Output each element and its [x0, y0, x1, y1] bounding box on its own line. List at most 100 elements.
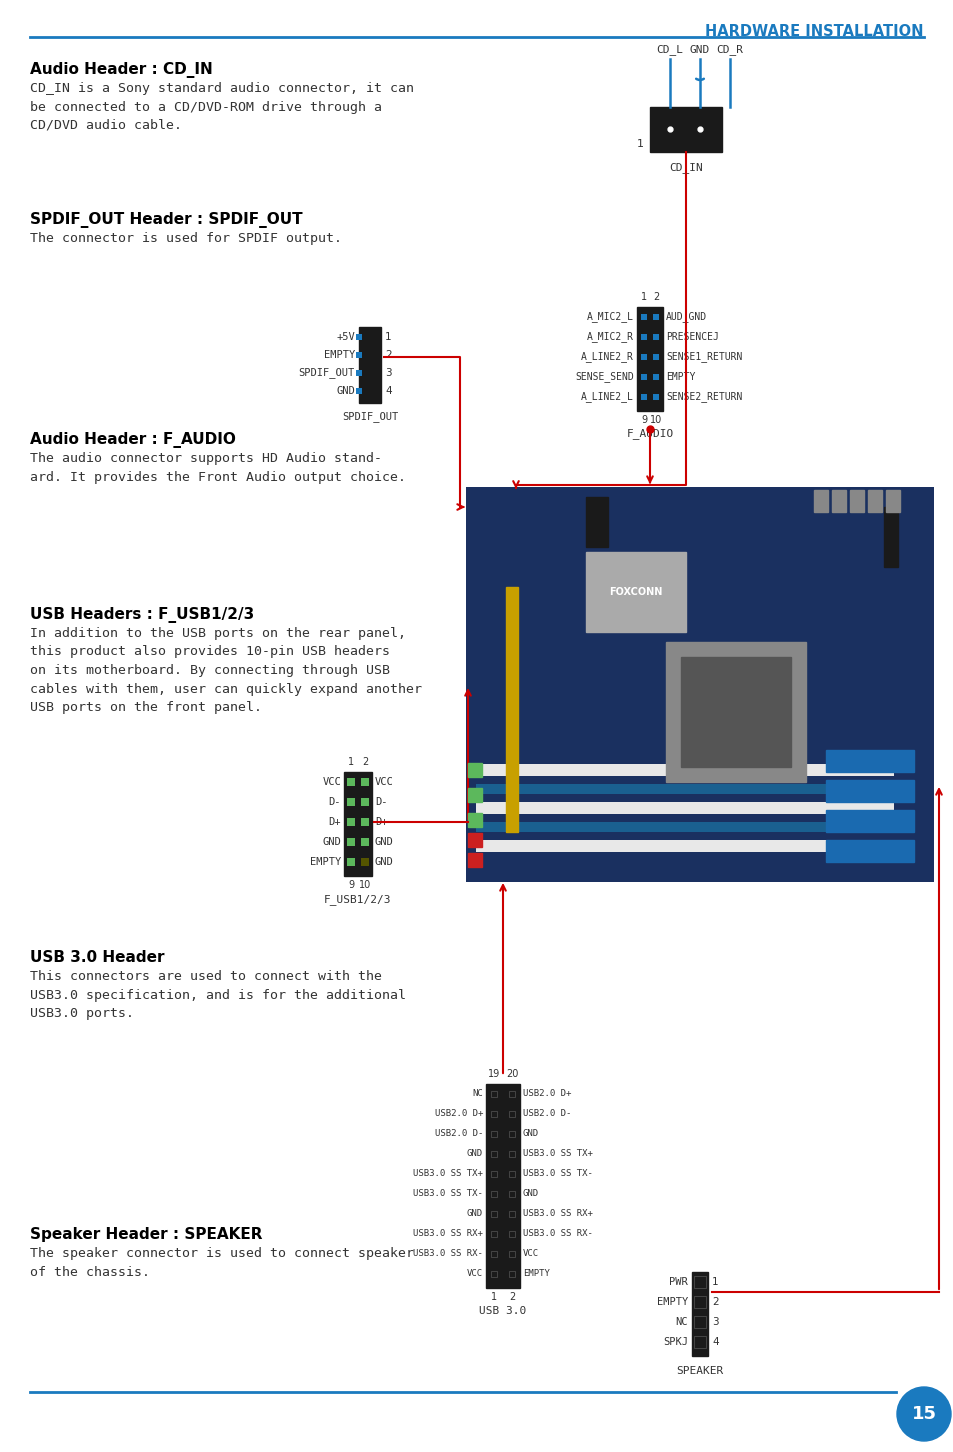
Bar	[867, 489, 882, 513]
Text: This connectors are used to connect with the
USB3.0 specification, and is for th: This connectors are used to connect with…	[30, 970, 406, 1019]
Text: CD_IN is a Sony standard audio connector, it can
be connected to a CD/DVD-ROM dr: CD_IN is a Sony standard audio connector…	[30, 81, 414, 132]
Text: SPDIF_OUT Header : SPDIF_OUT: SPDIF_OUT Header : SPDIF_OUT	[30, 212, 302, 228]
Text: The speaker connector is used to connect speaker
of the chassis.: The speaker connector is used to connect…	[30, 1247, 414, 1279]
Bar	[825, 810, 913, 832]
Text: NC: NC	[472, 1089, 482, 1099]
Text: SPEAKER: SPEAKER	[676, 1366, 723, 1376]
Text: VCC: VCC	[322, 777, 340, 787]
Text: USB 3.0: USB 3.0	[478, 1305, 526, 1316]
Bar	[468, 788, 481, 802]
Bar	[825, 780, 913, 802]
Bar	[813, 489, 827, 513]
Text: D-: D-	[328, 797, 340, 807]
Text: F_USB1/2/3: F_USB1/2/3	[324, 894, 392, 905]
Text: EMPTY: EMPTY	[665, 372, 695, 382]
Text: AUD_GND: AUD_GND	[665, 312, 706, 322]
Bar	[358, 327, 380, 404]
Text: +5V: +5V	[335, 333, 355, 343]
Text: VCC: VCC	[522, 1250, 538, 1259]
Bar	[585, 497, 607, 547]
Text: 2: 2	[652, 292, 659, 302]
Text: USB3.0 SS RX-: USB3.0 SS RX-	[413, 1250, 482, 1259]
Text: 15: 15	[910, 1406, 936, 1423]
Text: 9: 9	[348, 880, 354, 890]
Text: USB3.0 SS RX+: USB3.0 SS RX+	[413, 1230, 482, 1239]
Text: GND: GND	[522, 1189, 538, 1198]
Text: 2: 2	[711, 1297, 718, 1307]
Text: F_AUDIO: F_AUDIO	[626, 428, 673, 439]
Bar	[468, 833, 481, 847]
Text: GND: GND	[335, 386, 355, 396]
Text: D+: D+	[328, 817, 340, 828]
Text: 1: 1	[637, 139, 643, 150]
Text: GND: GND	[375, 857, 394, 867]
Text: USB3.0 SS RX-: USB3.0 SS RX-	[522, 1230, 592, 1239]
Text: The connector is used for SPDIF output.: The connector is used for SPDIF output.	[30, 232, 341, 245]
Text: USB3.0 SS TX+: USB3.0 SS TX+	[413, 1169, 482, 1179]
Text: D+: D+	[375, 817, 387, 828]
Bar	[476, 764, 893, 775]
Text: A_LINE2_L: A_LINE2_L	[580, 392, 634, 402]
Text: SPDIF_OUT: SPDIF_OUT	[298, 367, 355, 379]
Text: GND: GND	[375, 836, 394, 847]
Text: 4: 4	[385, 386, 392, 396]
Text: FOXCONN: FOXCONN	[609, 587, 662, 597]
Text: SENSE_SEND: SENSE_SEND	[575, 372, 634, 382]
Bar	[468, 762, 481, 777]
Text: 1: 1	[348, 756, 354, 767]
Bar	[849, 489, 863, 513]
Bar	[825, 841, 913, 862]
Text: 1: 1	[640, 292, 646, 302]
Text: USB2.0 D+: USB2.0 D+	[522, 1089, 571, 1099]
Bar	[680, 656, 790, 767]
Text: VCC: VCC	[375, 777, 394, 787]
Text: 10: 10	[649, 415, 661, 425]
Text: HARDWARE INSTALLATION: HARDWARE INSTALLATION	[705, 25, 923, 39]
Bar	[476, 841, 893, 852]
Bar	[691, 1272, 707, 1356]
Bar	[505, 587, 517, 832]
Text: NC: NC	[675, 1317, 687, 1327]
Text: D-: D-	[375, 797, 387, 807]
Text: 1: 1	[711, 1276, 718, 1286]
Bar	[825, 751, 913, 772]
Text: A_LINE2_R: A_LINE2_R	[580, 351, 634, 363]
Text: USB3.0 SS TX+: USB3.0 SS TX+	[522, 1150, 592, 1159]
Bar	[585, 552, 685, 632]
Text: USB3.0 SS TX-: USB3.0 SS TX-	[522, 1169, 592, 1179]
Bar	[831, 489, 845, 513]
Text: Audio Header : CD_IN: Audio Header : CD_IN	[30, 62, 213, 78]
Text: USB Headers : F_USB1/2/3: USB Headers : F_USB1/2/3	[30, 607, 254, 623]
Bar	[344, 772, 372, 876]
Text: 1: 1	[385, 333, 392, 343]
Bar	[883, 507, 897, 566]
Text: SENSE1_RETURN: SENSE1_RETURN	[665, 351, 741, 363]
Text: SPDIF_OUT: SPDIF_OUT	[341, 411, 397, 423]
Bar	[649, 107, 721, 152]
Text: 4: 4	[711, 1337, 718, 1347]
Text: SENSE2_RETURN: SENSE2_RETURN	[665, 392, 741, 402]
Text: EMPTY: EMPTY	[522, 1269, 549, 1279]
Text: 2: 2	[361, 756, 368, 767]
Text: CD_R: CD_R	[716, 44, 742, 55]
Text: In addition to the USB ports on the rear panel,
this product also provides 10-pi: In addition to the USB ports on the rear…	[30, 627, 421, 714]
Text: VCC: VCC	[466, 1269, 482, 1279]
Text: GND: GND	[466, 1210, 482, 1218]
Text: Speaker Header : SPEAKER: Speaker Header : SPEAKER	[30, 1227, 262, 1241]
Bar	[476, 802, 893, 815]
Text: USB2.0 D+: USB2.0 D+	[435, 1109, 482, 1118]
Text: EMPTY: EMPTY	[323, 350, 355, 360]
Text: GND: GND	[322, 836, 340, 847]
Text: PRESENCEJ: PRESENCEJ	[665, 333, 719, 343]
Text: EMPTY: EMPTY	[656, 1297, 687, 1307]
Text: 3: 3	[711, 1317, 718, 1327]
Bar	[468, 852, 481, 867]
Text: A_MIC2_L: A_MIC2_L	[586, 312, 634, 322]
Bar	[637, 306, 662, 411]
Text: USB 3.0 Header: USB 3.0 Header	[30, 950, 164, 966]
Text: CD_L: CD_L	[656, 44, 682, 55]
Bar	[476, 784, 893, 794]
Text: 1: 1	[491, 1292, 497, 1302]
Text: USB2.0 D-: USB2.0 D-	[522, 1109, 571, 1118]
Text: 10: 10	[358, 880, 371, 890]
